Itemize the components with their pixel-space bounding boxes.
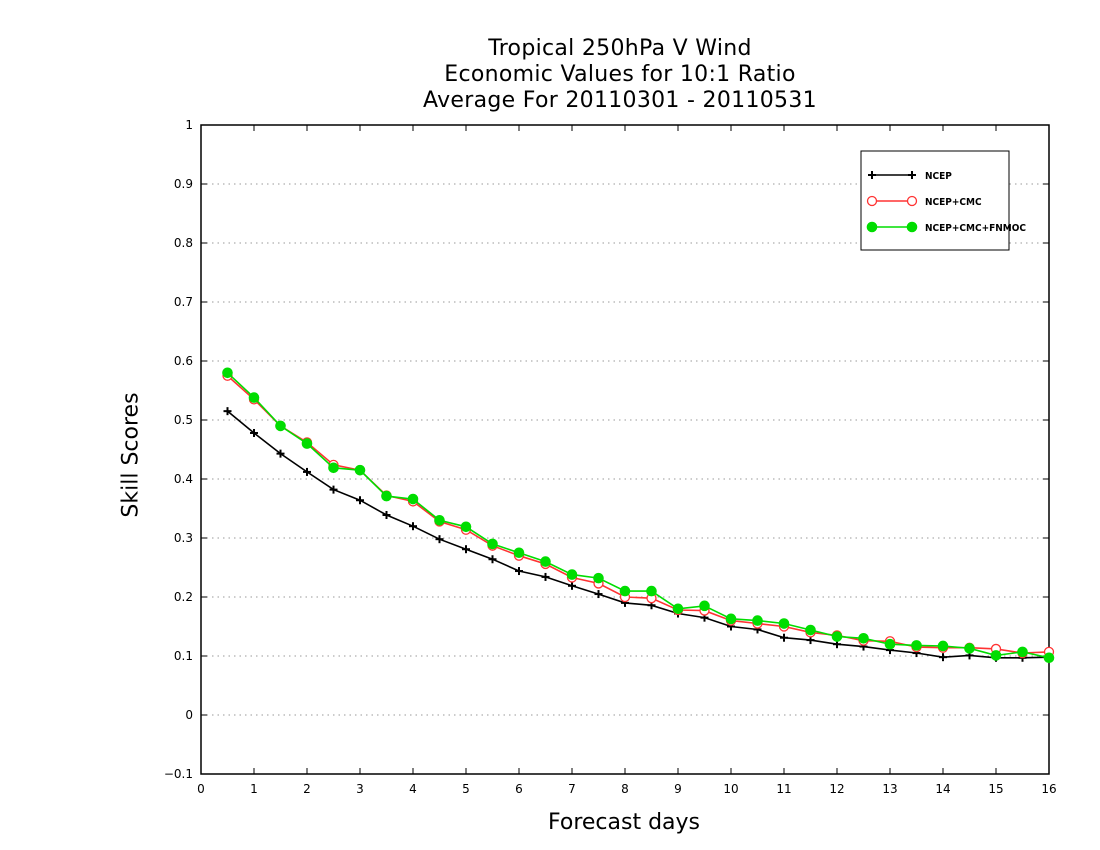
x-tick-label: 1 [250, 782, 258, 796]
legend: NCEP NCEP+CMC NCEP+CMC+FNMOC [860, 150, 1026, 251]
data-point [646, 585, 657, 597]
y-tick-label: 0.8 [174, 236, 193, 250]
x-tick-label: 6 [515, 782, 523, 796]
data-point [593, 572, 604, 584]
data-point [778, 618, 790, 629]
x-tick-label: 10 [723, 782, 738, 796]
y-tick-label: 0.2 [174, 590, 193, 604]
data-point [566, 569, 578, 580]
y-tick-label: 0.1 [174, 649, 193, 663]
data-point [328, 462, 339, 474]
data-point [990, 650, 1002, 661]
legend-label: NCEP+CMC+FNMOC [925, 223, 1026, 234]
chart-title-line-3: Average For 20110301 - 20110531 [423, 88, 817, 113]
x-tick-label: 5 [462, 782, 470, 796]
data-point [805, 624, 816, 636]
y-tick-label: 0.6 [174, 354, 193, 368]
y-tick-label: −0.1 [164, 767, 193, 781]
data-point [222, 367, 233, 379]
data-point [381, 490, 392, 502]
data-point [513, 547, 525, 559]
series-0 [223, 407, 1053, 662]
x-tick-label: 13 [882, 782, 897, 796]
x-tick-label: 16 [1041, 782, 1056, 796]
x-tick-label: 11 [776, 782, 791, 796]
y-tick-label: 0.5 [174, 413, 193, 427]
y-axis-label: Skill Scores [118, 392, 144, 518]
x-tick-label: 8 [621, 782, 629, 796]
data-point [1017, 646, 1028, 658]
data-point [699, 600, 710, 612]
x-tick-label: 12 [829, 782, 844, 796]
x-tick-label: 7 [568, 782, 576, 796]
x-tick-label: 2 [303, 782, 311, 796]
data-point [672, 603, 684, 615]
data-point [884, 638, 896, 650]
y-tick-label: 0 [185, 708, 193, 722]
legend-entry-2: NCEP+CMC+FNMOC [866, 221, 1026, 234]
x-tick-label: 15 [988, 782, 1003, 796]
series-1 [222, 370, 1055, 659]
x-tick-label: 14 [935, 782, 950, 796]
data-point [906, 195, 918, 207]
data-point [301, 438, 313, 449]
legend-entry-1: NCEP+CMC [866, 195, 982, 208]
y-tick-label: 0.9 [174, 177, 193, 191]
data-point [725, 613, 737, 625]
series-line [226, 375, 1050, 654]
x-axis-label: Forecast days [547, 810, 701, 835]
data-point [407, 493, 419, 505]
y-tick-label: 0.3 [174, 531, 193, 545]
data-point [831, 631, 843, 642]
legend-label: NCEP [925, 171, 952, 182]
data-point [540, 556, 551, 567]
data-point [248, 392, 260, 403]
data-point [487, 538, 498, 550]
data-point [964, 643, 975, 654]
data-point [1043, 652, 1055, 664]
data-point [275, 420, 286, 432]
x-tick-label: 0 [197, 782, 205, 796]
chart-title-line-1: Tropical 250hPa V Wind [488, 36, 752, 61]
y-tick-label: 1 [185, 118, 193, 132]
grid-lines [201, 183, 1049, 716]
data-point [866, 221, 878, 233]
data-point [460, 521, 472, 533]
data-point [866, 195, 878, 207]
legend-label: NCEP+CMC [925, 197, 982, 208]
series-layer [222, 367, 1055, 664]
series-line [226, 410, 1050, 659]
legend-entry-0: NCEP [868, 171, 952, 182]
x-tick-label: 3 [356, 782, 364, 796]
y-tick-label: 0.4 [174, 472, 193, 486]
x-axis: 0 1 2 3 4 5 6 7 8 9 10 11 12 13 14 15 16 [197, 125, 1057, 796]
data-point [434, 515, 445, 526]
data-point [619, 585, 631, 597]
x-tick-label: 9 [674, 782, 682, 796]
y-tick-label: 0.7 [174, 295, 193, 309]
x-tick-label: 4 [409, 782, 417, 796]
chart-title-line-2: Economic Values for 10:1 Ratio [444, 62, 796, 87]
data-point [858, 633, 869, 644]
data-point [906, 221, 918, 233]
data-point [911, 640, 922, 651]
data-point [937, 640, 949, 652]
series-line [226, 372, 1050, 659]
data-point [752, 615, 763, 626]
series-2 [222, 367, 1055, 664]
y-axis: −0.1 0 0.1 0.2 0.3 0.4 0.5 0.6 0.7 0.8 0.9 1 [164, 118, 1049, 781]
data-point [354, 464, 366, 476]
